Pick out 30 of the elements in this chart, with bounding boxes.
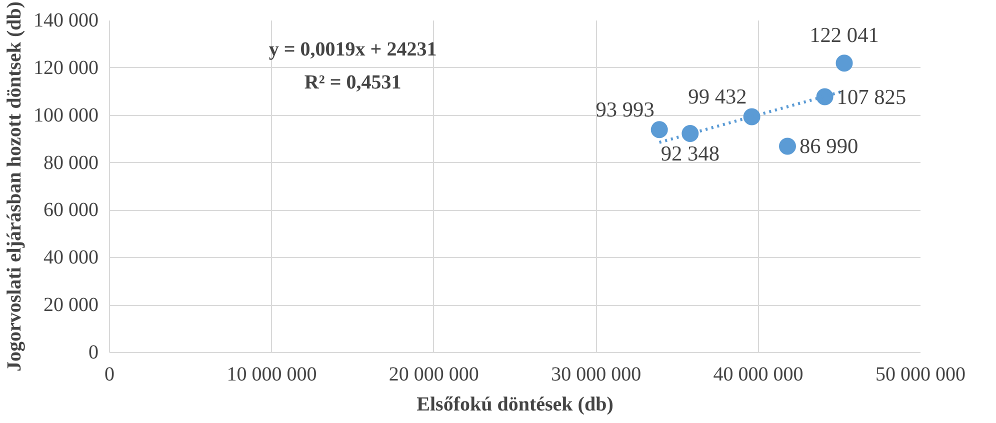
y-tick-label: 100 000 (34, 104, 98, 126)
data-label: 93 993 (596, 98, 654, 122)
x-axis-title: Elsőfokú döntések (db) (416, 394, 614, 416)
y-axis-title: Jogorvoslati eljárásban hozott döntsek (db) (4, 1, 26, 372)
data-label: 86 990 (799, 134, 858, 158)
annotation: y = 0,0019x + 24231 (268, 38, 437, 60)
data-label: 92 348 (660, 142, 720, 166)
y-tick-label: 20 000 (44, 294, 98, 316)
x-tick-label: 0 (104, 364, 114, 386)
point (682, 125, 699, 142)
point (778, 138, 796, 155)
data-label: 107 825 (836, 84, 906, 109)
point (650, 121, 668, 138)
point (836, 54, 853, 72)
point (743, 108, 760, 126)
y-tick-label: 120 000 (34, 56, 98, 79)
data-label: 99 432 (688, 84, 747, 109)
data-label: 122 041 (810, 23, 879, 48)
x-tick-label: 30 000 000 (551, 364, 642, 386)
x-tick-label: 10 000 000 (226, 364, 317, 386)
y-tick-label: 140 000 (34, 10, 98, 32)
x-tick-label: 40 000 000 (713, 364, 804, 386)
y-tick-label: 80 000 (44, 152, 98, 174)
y-tick-label: 40 000 (44, 246, 98, 269)
y-tick-label: 0 (88, 342, 98, 364)
y-tick-label: 60 000 (44, 199, 98, 222)
x-tick-label: 20 000 000 (388, 364, 479, 386)
x-tick-label: 50 000 000 (876, 364, 966, 386)
point (816, 88, 834, 106)
annotation: R² = 0,4531 (304, 72, 402, 94)
